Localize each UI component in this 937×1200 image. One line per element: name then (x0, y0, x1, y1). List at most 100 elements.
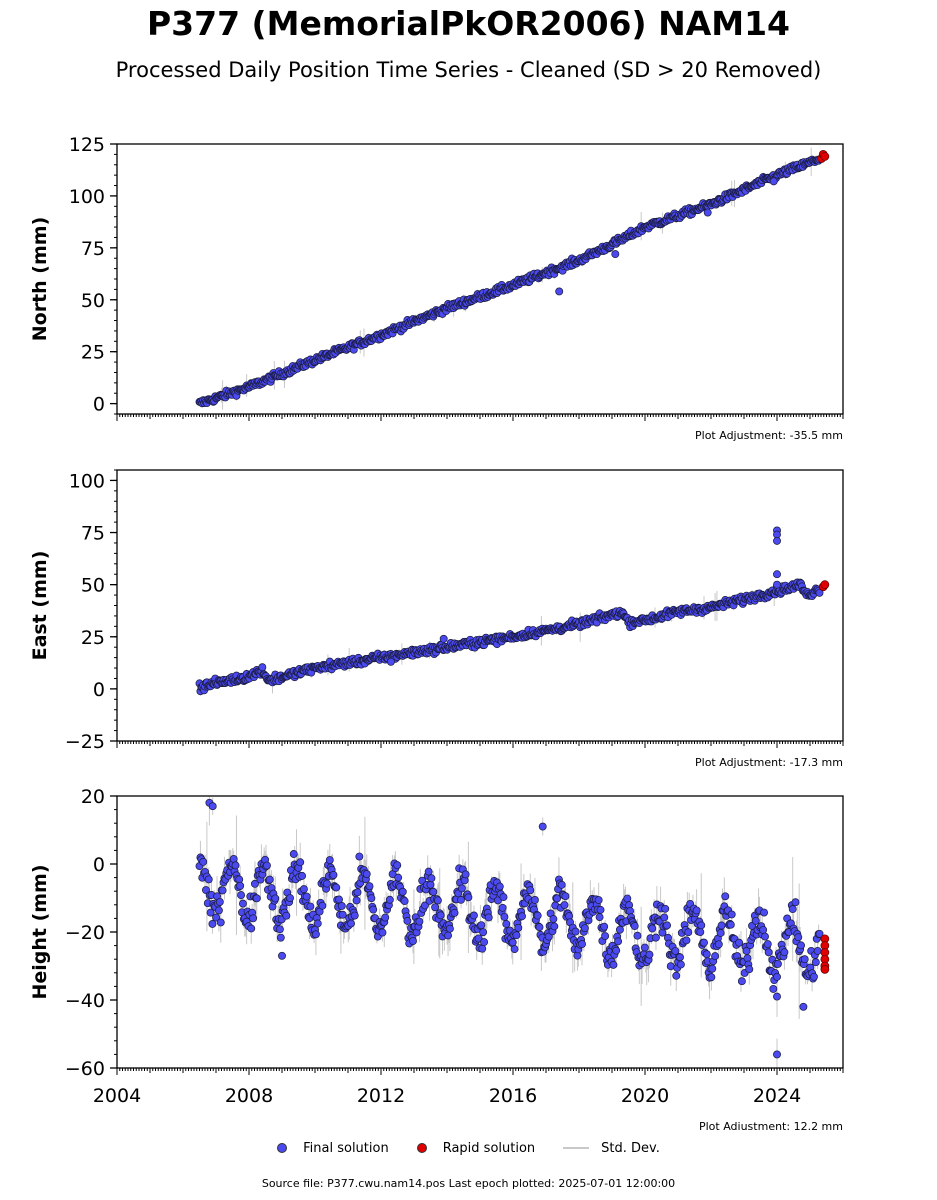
final-solution-point (514, 923, 523, 932)
final-solution-point (436, 911, 445, 920)
final-solution-point (325, 856, 334, 865)
panel-2: −25 0 25 50 75 100 East (mm) Plot Adjustment: -… (29, 469, 844, 769)
final-solution-point (811, 958, 820, 967)
final-solution-point (708, 964, 717, 973)
final-solution-point (760, 908, 769, 917)
final-solution-point (286, 894, 295, 902)
y-axis-label: East (mm) (29, 551, 51, 661)
final-solution-point (623, 894, 632, 903)
final-solution-point (508, 938, 517, 947)
final-solution-point (461, 870, 470, 879)
x-tick-label: 2024 (753, 1085, 801, 1107)
final-solution-point (815, 929, 824, 938)
std-dev-line-icon (563, 1147, 590, 1149)
final-solution-point (615, 925, 624, 934)
y-tick-label: 75 (81, 523, 105, 545)
final-solution-point (365, 882, 374, 891)
final-solution-point (533, 911, 542, 920)
data-layer (195, 526, 830, 696)
x-tick-label: 2020 (621, 1085, 669, 1107)
final-solution-point (204, 875, 213, 884)
final-solution-point (810, 972, 818, 981)
final-solution-point (550, 922, 559, 931)
final-solution-point (263, 861, 271, 870)
final-solution-point (800, 955, 809, 964)
final-solution-point (236, 881, 245, 890)
final-solution-point (676, 960, 685, 969)
final-solution-point (630, 922, 639, 931)
final-solution-point (427, 874, 436, 883)
final-solution-point (663, 921, 671, 930)
final-solution-point (229, 854, 238, 863)
final-solution-point (337, 902, 346, 910)
final-solution-point (571, 927, 580, 936)
final-solution-point (703, 208, 712, 217)
final-solution-point (275, 925, 284, 934)
final-solution-point (780, 948, 789, 957)
final-solution-point (692, 906, 701, 915)
final-solution-point (347, 919, 355, 928)
rapid-solution-point (820, 152, 830, 161)
final-solution-point (671, 947, 680, 956)
final-solution-point (216, 918, 225, 927)
final-solution-point (645, 950, 654, 959)
final-solution-point (369, 905, 378, 914)
final-solution-point (788, 905, 797, 914)
panel-3: −60 −40 −20 0 20 2004 2008 2012 2016 2020 2024 Heig… (29, 786, 844, 1130)
final-solution-point (761, 932, 769, 941)
final-solution-point (498, 903, 507, 912)
y-tick-label: 0 (93, 394, 105, 416)
final-solution-point (252, 894, 261, 903)
x-tick-label: 2012 (357, 1085, 405, 1107)
final-solution-point (457, 884, 466, 893)
final-solution-point (594, 896, 603, 905)
y-tick-label: 0 (93, 679, 105, 701)
final-solution-point (329, 870, 338, 879)
final-solution-point (332, 883, 341, 892)
legend-item-std: Std. Dev. (563, 1141, 660, 1156)
final-solution-point (199, 857, 208, 866)
final-solution-point (429, 887, 438, 896)
final-solution-point (769, 177, 778, 186)
final-solution-point (479, 928, 488, 937)
final-solution-point (415, 917, 424, 926)
y-tick-label: 50 (81, 575, 105, 597)
final-solution-point (464, 893, 473, 902)
final-solution-point (278, 951, 286, 960)
final-solution-point (557, 880, 566, 889)
final-solution-point (247, 924, 256, 933)
final-solution-point (206, 908, 215, 917)
final-solution-point (773, 959, 782, 968)
plot-adjustment-note: Plot Adjustment: -35.5 mm (695, 429, 843, 442)
final-solution-point (799, 1002, 808, 1011)
final-solution-point (282, 911, 291, 920)
final-solution-point (444, 931, 453, 940)
final-solution-point (612, 946, 621, 955)
chart-subtitle: Processed Daily Position Time Series - C… (115, 58, 822, 82)
final-solution-point (791, 898, 800, 907)
final-solution-point (549, 915, 558, 923)
final-solution-point (702, 950, 711, 959)
final-solution-point (544, 932, 553, 941)
final-solution-point (400, 897, 409, 906)
final-solution-point (609, 960, 618, 969)
final-solution-point (338, 910, 347, 919)
final-solution-point (306, 902, 315, 911)
x-tick-label: 2008 (225, 1085, 273, 1107)
final-solution-point (313, 919, 322, 928)
final-solution-point (611, 250, 620, 259)
final-solution-point (424, 867, 433, 876)
y-tick-label: 125 (69, 134, 105, 156)
final-solution-point (676, 953, 684, 962)
final-solution-point (311, 930, 320, 939)
final-solution-point (249, 914, 258, 923)
final-solution-point (208, 802, 217, 811)
final-solution-point (726, 920, 735, 929)
y-tick-label: −25 (65, 731, 105, 753)
y-tick-label: 50 (81, 290, 105, 312)
final-solution-point (512, 931, 521, 940)
legend-label-rapid: Rapid solution (442, 1140, 536, 1156)
final-solution-point (697, 921, 706, 930)
final-solution-point (367, 894, 376, 903)
final-solution-point (661, 904, 670, 913)
